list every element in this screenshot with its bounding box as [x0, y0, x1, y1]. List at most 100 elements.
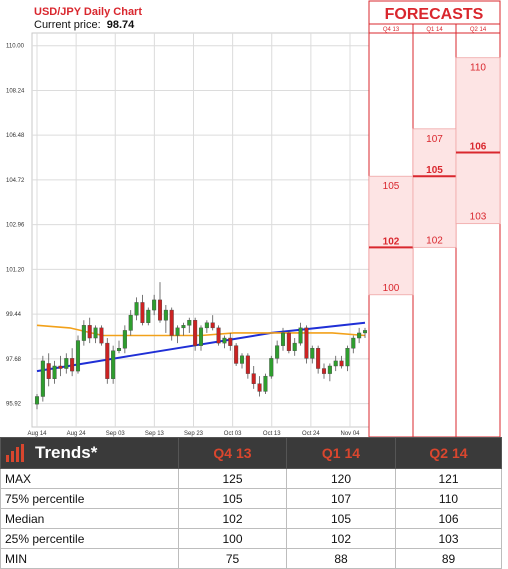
y-tick-label: 95.92 [6, 402, 22, 408]
row-label: MIN [0, 548, 179, 569]
price-label-text: Current price: [34, 19, 101, 31]
candle-body [181, 325, 186, 329]
grid [32, 33, 369, 427]
forecast-bands: 105 102 100 107 105 102 110 106 103 [368, 57, 501, 296]
trends-title-text: Trends* [35, 443, 98, 462]
forecast-col-label-3: Q2 14 [470, 27, 487, 33]
price-label: Current price: 98.74 [34, 19, 135, 31]
cell-value: 125 [178, 468, 287, 489]
trends-row-median: Median 102 105 106 [0, 508, 502, 529]
candle-body [216, 327, 221, 344]
candle-body [351, 337, 356, 349]
candle-body [275, 345, 280, 359]
candle-body [286, 332, 291, 351]
x-tick-label: Oct 13 [263, 431, 281, 437]
cell-value: 105 [178, 488, 287, 509]
cell-value: 88 [286, 548, 396, 569]
x-axis: Aug 14 Aug 24 Sep 03 Sep 13 Sep 23 Oct 03 Oct … [27, 431, 360, 437]
y-axis: 110.00 108.24 106.48 104.72 102.96 101.20 99.4… [6, 44, 25, 408]
candle-body [327, 365, 332, 374]
candle-body [169, 309, 174, 336]
candle-body [34, 396, 40, 405]
candle-body [292, 342, 297, 351]
candle-body [105, 342, 110, 379]
candle-body [210, 322, 215, 329]
forecast-band [412, 128, 457, 248]
y-tick-label: 101.20 [6, 267, 25, 273]
forecast-col-label-1: Q4 13 [383, 27, 400, 33]
trends-row-p25: 25% percentile 100 102 103 [0, 528, 502, 549]
candle-body [245, 355, 250, 374]
forecast-p75-label: 107 [426, 134, 443, 145]
row-label: MAX [0, 468, 179, 489]
trends-header-row: Trends* Q4 13 Q1 14 Q2 14 [0, 437, 502, 469]
candle-body [339, 360, 344, 367]
x-tick-label: Sep 23 [184, 431, 204, 437]
row-label: 25% percentile [0, 528, 179, 549]
candle-body [269, 358, 274, 377]
y-tick-label: 104.72 [6, 178, 25, 184]
candle-body [146, 309, 151, 323]
cell-value: 89 [395, 548, 502, 569]
cell-value: 121 [395, 468, 502, 489]
x-tick-label: Oct 24 [302, 431, 320, 437]
candle-body [163, 309, 168, 321]
price-value: 98.74 [107, 19, 135, 31]
candle-body [193, 320, 198, 346]
candle-body [75, 340, 81, 372]
candle-body [333, 360, 338, 367]
candle-body [64, 358, 69, 369]
candle-body [58, 365, 63, 369]
candle-body [204, 322, 209, 329]
cell-value: 102 [286, 528, 396, 549]
cell-value: 103 [395, 528, 502, 549]
chart-title: USD/JPY Daily Chart [34, 6, 142, 18]
x-tick-label: Oct 03 [224, 431, 242, 437]
candle-body [239, 355, 245, 364]
cell-value: 105 [286, 508, 396, 529]
candle-body [257, 383, 262, 392]
y-tick-label: 108.24 [6, 88, 25, 94]
x-tick-label: Aug 24 [67, 431, 87, 437]
y-tick-label: 102.96 [6, 223, 25, 229]
candle-body [140, 302, 145, 323]
candle-body [263, 375, 268, 392]
trends-table: Trends* Q4 13 Q1 14 Q2 14 MAX 125 120 12… [0, 437, 502, 569]
bar-chart-icon [6, 444, 24, 462]
candle-body [251, 373, 256, 384]
plot-area [31, 32, 370, 428]
candle-body [81, 325, 86, 341]
chart-svg: USD/JPY Daily Chart Current price: 98.74… [6, 0, 501, 437]
candle-body [46, 363, 51, 379]
cell-value: 107 [286, 488, 396, 509]
y-tick-label: 110.00 [6, 44, 25, 50]
trends-header-q4-13: Q4 13 [178, 437, 287, 469]
candle-body [152, 299, 157, 311]
candle-body [280, 332, 286, 346]
forecast-band [455, 57, 501, 225]
x-tick-label: Sep 13 [145, 431, 165, 437]
cell-value: 75 [178, 548, 287, 569]
candle-body [116, 348, 122, 351]
candle-body [187, 320, 192, 326]
candle-body [316, 348, 321, 369]
trends-row-p75: 75% percentile 105 107 110 [0, 488, 502, 509]
cell-value: 102 [178, 508, 287, 529]
y-tick-label: 106.48 [6, 133, 25, 139]
cell-value: 110 [395, 488, 502, 509]
cell-value: 106 [395, 508, 502, 529]
x-tick-label: Sep 03 [106, 431, 126, 437]
forecast-band [368, 175, 414, 296]
candle-body [310, 348, 315, 359]
candle-body [222, 337, 227, 344]
forecast-title: FORECASTS [385, 6, 484, 23]
forecast-median-label: 106 [470, 142, 487, 153]
candle-body [99, 327, 104, 344]
candle-body [228, 337, 233, 346]
candle-body [93, 327, 98, 339]
candle-body [357, 332, 362, 339]
candle-body [345, 348, 350, 367]
y-tick-label: 97.68 [6, 357, 22, 363]
trends-title: Trends* [5, 443, 174, 463]
